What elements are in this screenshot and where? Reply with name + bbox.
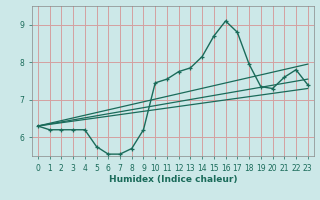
X-axis label: Humidex (Indice chaleur): Humidex (Indice chaleur) xyxy=(108,175,237,184)
